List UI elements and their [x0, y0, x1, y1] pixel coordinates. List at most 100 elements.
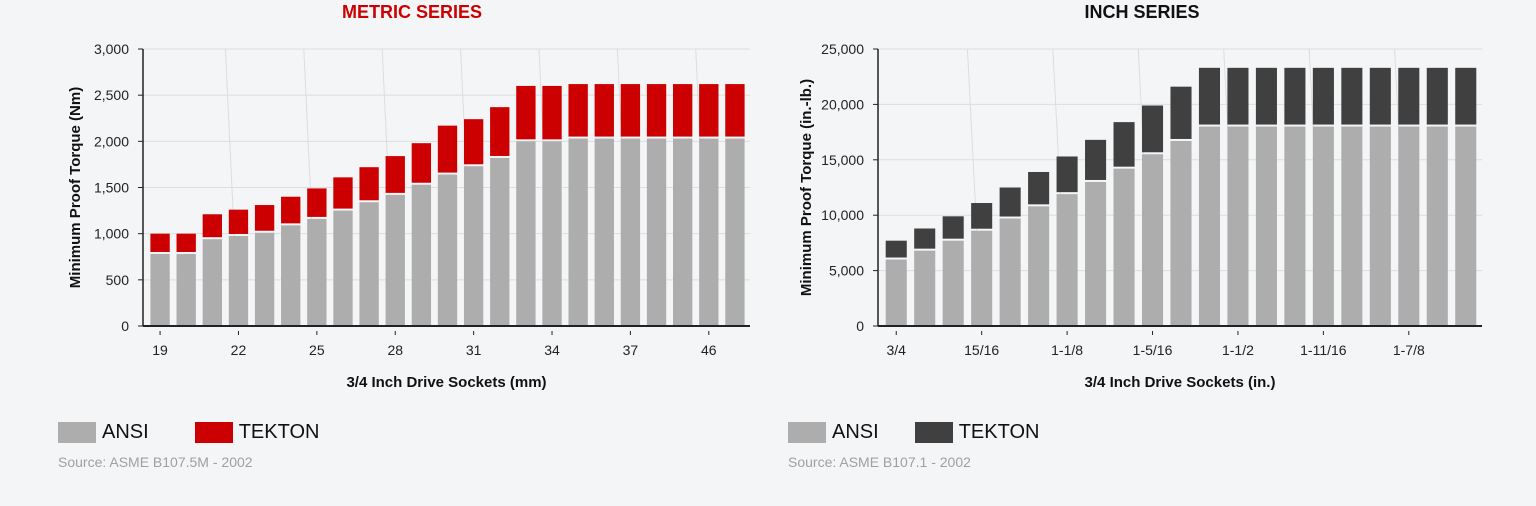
bar-tekton	[1369, 67, 1391, 125]
bar-ansi	[1141, 154, 1164, 326]
bar-ansi	[1170, 140, 1192, 326]
legend-label-tekton: TEKTON	[238, 421, 320, 443]
bar-tekton	[516, 85, 536, 140]
bar-tekton	[1141, 105, 1164, 153]
bar-ansi	[1085, 181, 1107, 326]
x-tick-label: 1-1/8	[1051, 342, 1083, 358]
legend-label-tekton: TEKTON	[958, 421, 1040, 443]
y-tick-label: 1,500	[94, 180, 129, 196]
y-tick-label: 3,000	[94, 41, 129, 57]
bar-tekton	[1085, 139, 1107, 180]
bar-ansi	[1198, 126, 1221, 326]
bar-ansi	[1455, 126, 1477, 326]
bar-ansi	[359, 202, 379, 326]
source-note-metric: Source: ASME B107.5M - 2002	[58, 454, 253, 470]
y-tick-label: 0	[121, 318, 129, 334]
legend-swatch-tekton	[194, 422, 233, 443]
bar-ansi	[1227, 126, 1249, 326]
bar-tekton	[176, 233, 196, 252]
bar-ansi	[699, 138, 719, 326]
bar-tekton	[1341, 67, 1363, 125]
bar-tekton	[1056, 156, 1078, 193]
bar-tekton	[620, 84, 641, 137]
bar-ansi	[646, 138, 667, 326]
legend-swatch-ansi	[58, 422, 96, 443]
bar-ansi	[1312, 126, 1334, 326]
y-tick-label: 5,000	[829, 263, 864, 279]
bar-tekton	[1198, 67, 1221, 125]
bar-ansi	[385, 194, 405, 326]
bar-ansi	[1341, 126, 1363, 326]
source-note-inch: Source: ASME B107.1 - 2002	[788, 454, 971, 470]
bar-tekton	[594, 84, 614, 137]
bar-tekton	[1312, 67, 1334, 125]
bar-ansi	[1028, 206, 1050, 326]
bar-ansi	[516, 141, 536, 326]
y-tick-label: 2,500	[94, 87, 129, 103]
x-tick-label: 34	[544, 342, 560, 358]
y-axis-title: Minimum Proof Torque (Nm)	[67, 87, 84, 288]
bar-tekton	[542, 85, 562, 140]
chart-title: METRIC SERIES	[342, 2, 482, 22]
bar-ansi	[281, 225, 301, 326]
bar-tekton	[437, 125, 458, 173]
x-tick-label: 37	[623, 342, 639, 358]
bar-ansi	[150, 253, 170, 326]
bar-tekton	[673, 84, 693, 137]
bar-tekton	[942, 216, 964, 239]
bar-ansi	[971, 230, 993, 326]
bar-ansi	[1056, 194, 1078, 326]
bar-ansi	[411, 184, 432, 326]
bar-tekton	[971, 203, 993, 229]
bar-ansi	[620, 138, 641, 326]
bar-tekton	[385, 156, 405, 193]
y-axis-title: Minimum Proof Torque (in.-lb.)	[798, 79, 815, 296]
legend-label-ansi: ANSI	[102, 421, 149, 443]
x-axis-title: 3/4 Inch Drive Sockets (mm)	[346, 374, 546, 391]
y-tick-label: 500	[106, 272, 130, 288]
bar-tekton	[699, 84, 719, 137]
bar-ansi	[228, 235, 249, 326]
bar-ansi	[1369, 126, 1391, 326]
bar-ansi	[307, 218, 327, 326]
bar-ansi	[254, 232, 275, 326]
bar-tekton	[202, 214, 222, 238]
bar-ansi	[176, 253, 196, 326]
bar-tekton	[307, 188, 327, 217]
bar-tekton	[150, 233, 170, 252]
bar-tekton	[1227, 67, 1249, 125]
bar-ansi	[437, 174, 458, 326]
bar-tekton	[228, 209, 249, 234]
bar-ansi	[490, 157, 510, 326]
bar-ansi	[725, 138, 745, 326]
bar-tekton	[568, 84, 588, 137]
bar-ansi	[542, 141, 562, 326]
x-tick-label: 25	[309, 342, 325, 358]
x-tick-label: 1-7/8	[1393, 342, 1425, 358]
x-tick-label: 3/4	[887, 342, 907, 358]
bar-tekton	[1113, 122, 1135, 167]
x-tick-label: 19	[152, 342, 168, 358]
x-tick-label: 28	[387, 342, 403, 358]
x-tick-label: 46	[701, 342, 717, 358]
bar-tekton	[646, 84, 667, 137]
x-tick-label: 1-5/16	[1133, 342, 1173, 358]
y-tick-label: 0	[856, 318, 864, 334]
legend-swatch-tekton	[914, 422, 953, 443]
y-tick-label: 10,000	[821, 207, 864, 223]
bar-tekton	[281, 196, 301, 224]
bar-tekton	[1170, 86, 1192, 139]
bar-ansi	[202, 239, 222, 326]
bar-tekton	[1455, 67, 1477, 125]
legend-swatch-ansi	[788, 422, 826, 443]
y-tick-label: 15,000	[821, 152, 864, 168]
legend-label-ansi: ANSI	[832, 421, 879, 443]
bar-ansi	[1255, 126, 1277, 326]
bar-ansi	[333, 210, 353, 326]
bar-tekton	[254, 205, 275, 231]
legend-metric: ANSI TEKTON	[58, 421, 319, 444]
legend-inch: ANSI TEKTON	[788, 421, 1039, 444]
y-tick-label: 1,000	[94, 226, 129, 242]
bar-ansi	[1426, 126, 1448, 326]
